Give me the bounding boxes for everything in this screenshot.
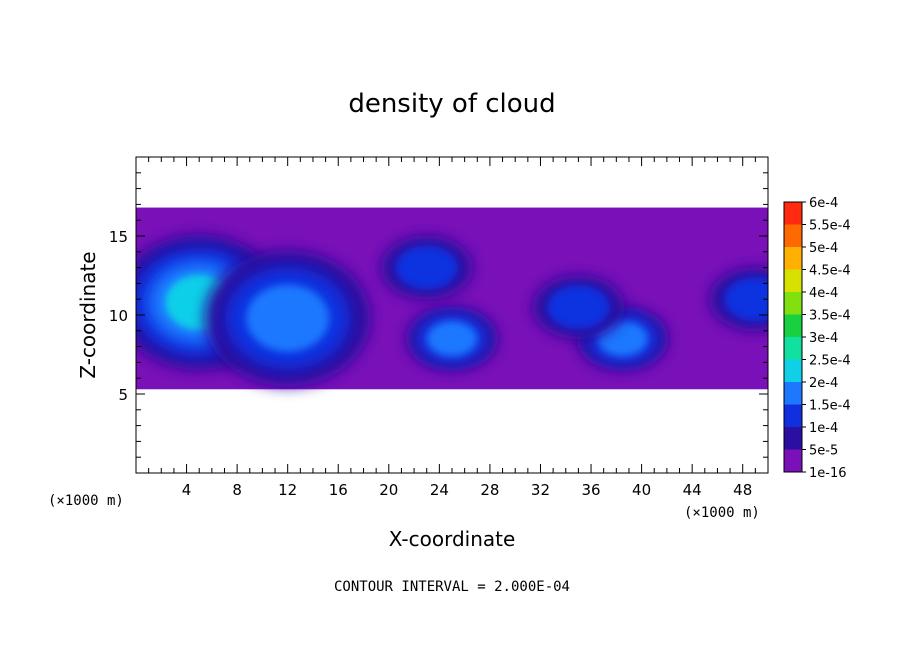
colorbar-label: 3.5e-4 [809, 309, 851, 324]
x-tick-label: 28 [480, 481, 499, 499]
density-contour [547, 285, 610, 330]
x-tick-label: 20 [379, 481, 398, 499]
colorbar-label: 4e-4 [809, 286, 838, 301]
colorbar-swatch [784, 404, 802, 427]
density-contour [395, 245, 459, 290]
x-tick-label: 4 [182, 481, 192, 499]
colorbar-swatch [784, 269, 802, 292]
y-axis-label: Z-coordinate [76, 251, 100, 378]
colorbar-swatch [784, 449, 802, 472]
x-tick-label: 32 [531, 481, 550, 499]
x-tick-label: 8 [232, 481, 242, 499]
y-tick-label: 5 [118, 386, 128, 404]
colorbar-swatch [784, 224, 802, 247]
dense-region [709, 267, 768, 332]
colorbar-swatch [784, 202, 802, 225]
dense-region [532, 275, 625, 340]
x-axis-label: X-coordinate [389, 527, 516, 551]
x-tick-label: 40 [632, 481, 651, 499]
colorbar-label: 4.5e-4 [809, 264, 851, 279]
x-tick-label: 44 [683, 481, 702, 499]
colorbar-swatch [784, 359, 802, 382]
dense-region [406, 306, 498, 371]
x-unit-label-left: (×1000 m) [48, 493, 124, 509]
x-tick-label: 16 [329, 481, 348, 499]
colorbar-swatch [784, 292, 802, 315]
colorbar-label: 5e-4 [809, 241, 838, 256]
colorbar-label: 2e-4 [809, 376, 838, 391]
dense-region [204, 250, 371, 387]
colorbar-label: 1e-4 [809, 421, 838, 436]
colorbar-label: 2.5e-4 [809, 354, 851, 369]
dense-region [380, 235, 473, 300]
density-contour [246, 284, 330, 352]
density-contour [723, 277, 768, 322]
colorbar-swatch [784, 382, 802, 405]
colorbar-swatch [784, 314, 802, 337]
colorbar-swatch [784, 337, 802, 360]
x-tick-label: 12 [278, 481, 297, 499]
colorbar-label: 1.5e-4 [809, 399, 851, 414]
x-tick-label: 24 [430, 481, 449, 499]
contour-interval-note: CONTOUR INTERVAL = 2.000E-04 [334, 579, 570, 595]
colorbar-swatch [784, 427, 802, 450]
y-tick-label: 15 [109, 228, 128, 246]
colorbar-label: 5.5e-4 [809, 219, 851, 234]
x-unit-label-right: (×1000 m) [684, 505, 760, 521]
y-tick-label: 10 [109, 307, 128, 325]
chart-title: density of cloud [348, 89, 555, 119]
colorbar-label: 6e-4 [809, 196, 838, 211]
density-field [136, 207, 768, 390]
colorbar-label: 3e-4 [809, 331, 838, 346]
colorbar-label: 1e-16 [809, 466, 847, 481]
colorbar-label: 5e-5 [809, 444, 838, 459]
x-tick-label: 48 [733, 481, 752, 499]
x-tick-label: 36 [581, 481, 600, 499]
colorbar-swatch [784, 247, 802, 270]
colorbar: 1e-16 5e-5 1e-4 1.5e-4 2e-4 2.5e-4 3e-4 3.5e-4 4… [783, 196, 851, 481]
density-contour [427, 321, 477, 357]
